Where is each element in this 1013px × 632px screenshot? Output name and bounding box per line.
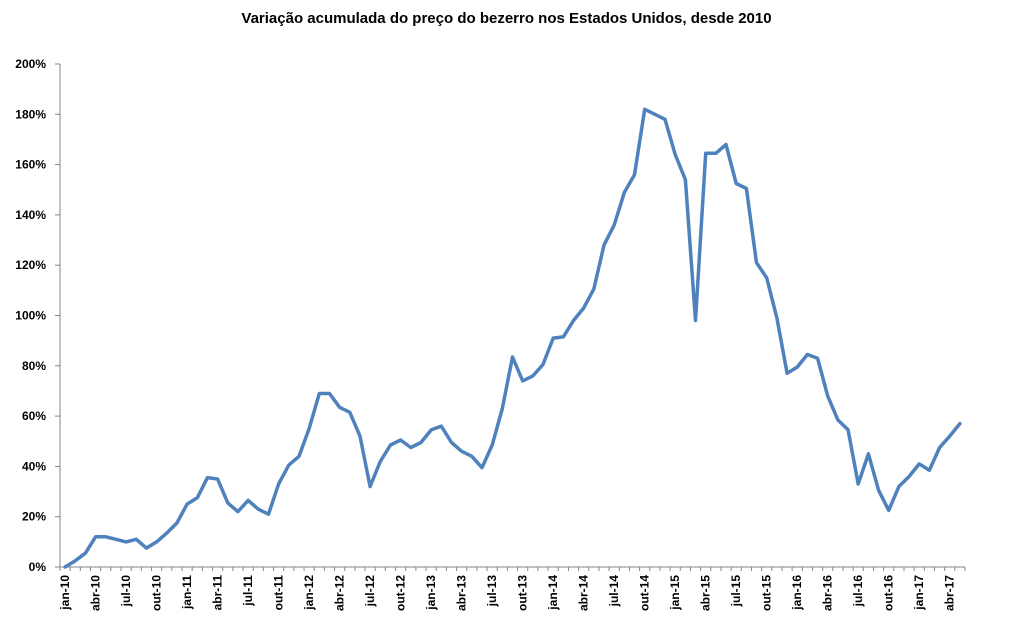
- y-tick-label: 140%: [15, 208, 46, 222]
- x-tick-label: abr-10: [89, 575, 103, 611]
- x-tick-label: jul-11: [241, 575, 255, 607]
- x-tick-label: out-10: [150, 575, 164, 611]
- x-tick-label: jul-15: [729, 575, 743, 608]
- series-group: [63, 107, 962, 569]
- x-tick-label: abr-17: [943, 575, 957, 611]
- x-tick-label: jul-16: [851, 575, 865, 608]
- y-tick-label: 160%: [15, 158, 46, 172]
- x-tick-label: out-11: [272, 575, 286, 611]
- x-tick-label: jul-12: [363, 575, 377, 608]
- x-tick-label: jul-13: [485, 575, 499, 608]
- y-tick-label: 200%: [15, 57, 46, 71]
- x-tick-label: out-15: [760, 575, 774, 611]
- y-tick-label: 100%: [15, 309, 46, 323]
- x-tick-label: jan-11: [180, 575, 194, 610]
- x-tick-label: jan-14: [546, 575, 560, 611]
- y-tick-label: 40%: [22, 459, 46, 473]
- x-axis: jan-10 abr-10 jul-10 out-10 jan-11 abr-11 jul-…: [58, 566, 966, 611]
- x-tick-label: out-12: [394, 575, 408, 611]
- x-tick-label: jul-10: [119, 575, 133, 608]
- y-tick-label: 120%: [15, 258, 46, 272]
- x-tick-label: jan-17: [912, 575, 926, 611]
- chart-title: Variação acumulada do preço do bezerro n…: [241, 10, 772, 27]
- x-tick-label: abr-15: [699, 575, 713, 611]
- x-tick-label: abr-14: [577, 575, 591, 611]
- x-tick-label: abr-12: [333, 575, 347, 611]
- series-line: [63, 107, 962, 569]
- x-tick-label: abr-11: [211, 575, 225, 611]
- x-tick-label: jan-15: [668, 575, 682, 611]
- y-axis: 0% 20% 40% 60% 80% 100% 120% 140% 160% 180% 200%: [15, 57, 61, 574]
- x-tick-label: abr-13: [455, 575, 469, 611]
- x-tick-label: abr-16: [821, 575, 835, 611]
- x-tick-label: out-16: [882, 575, 896, 611]
- y-tick-label: 180%: [15, 107, 46, 121]
- y-tick-label: 0%: [29, 560, 47, 574]
- x-tick-label: jan-16: [790, 575, 804, 611]
- y-tick-label: 60%: [22, 409, 46, 423]
- x-tick-label: out-14: [638, 575, 652, 611]
- x-tick-label: jan-13: [424, 575, 438, 611]
- x-tick-label: jan-12: [302, 575, 316, 611]
- y-tick-label: 20%: [22, 510, 46, 524]
- x-tick-label: out-13: [516, 575, 530, 611]
- x-tick-label: jan-10: [58, 575, 72, 611]
- y-tick-label: 80%: [22, 359, 46, 373]
- x-tick-label: jul-14: [607, 575, 621, 608]
